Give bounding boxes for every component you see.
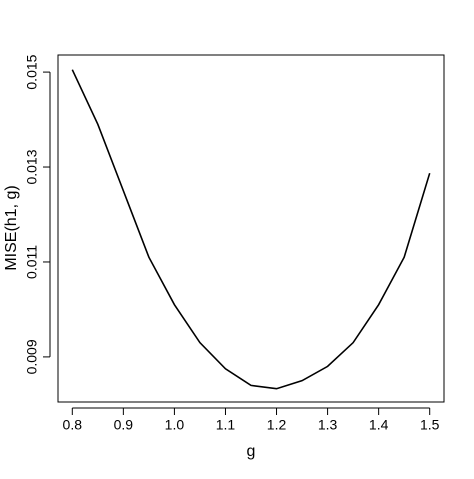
y-axis-label: MISE(h1, g) xyxy=(3,185,20,270)
x-tick-label: 1.3 xyxy=(318,417,338,433)
x-tick-label: 1.5 xyxy=(420,417,440,433)
x-tick-label: 0.8 xyxy=(63,417,83,433)
plot-box xyxy=(57,54,445,403)
x-tick-label: 1.2 xyxy=(267,417,287,433)
x-tick-label: 1.0 xyxy=(165,417,185,433)
y-tick-label: 0.011 xyxy=(24,245,40,279)
y-tick-label: 0.015 xyxy=(24,54,40,89)
x-tick-label: 0.9 xyxy=(114,417,134,433)
x-axis-label: g xyxy=(247,443,256,460)
y-tick-label: 0.009 xyxy=(24,339,40,374)
x-tick-label: 1.4 xyxy=(369,417,389,433)
y-tick-label: 0.013 xyxy=(24,149,40,184)
x-tick-label: 1.1 xyxy=(216,417,236,433)
data-line xyxy=(71,69,431,390)
